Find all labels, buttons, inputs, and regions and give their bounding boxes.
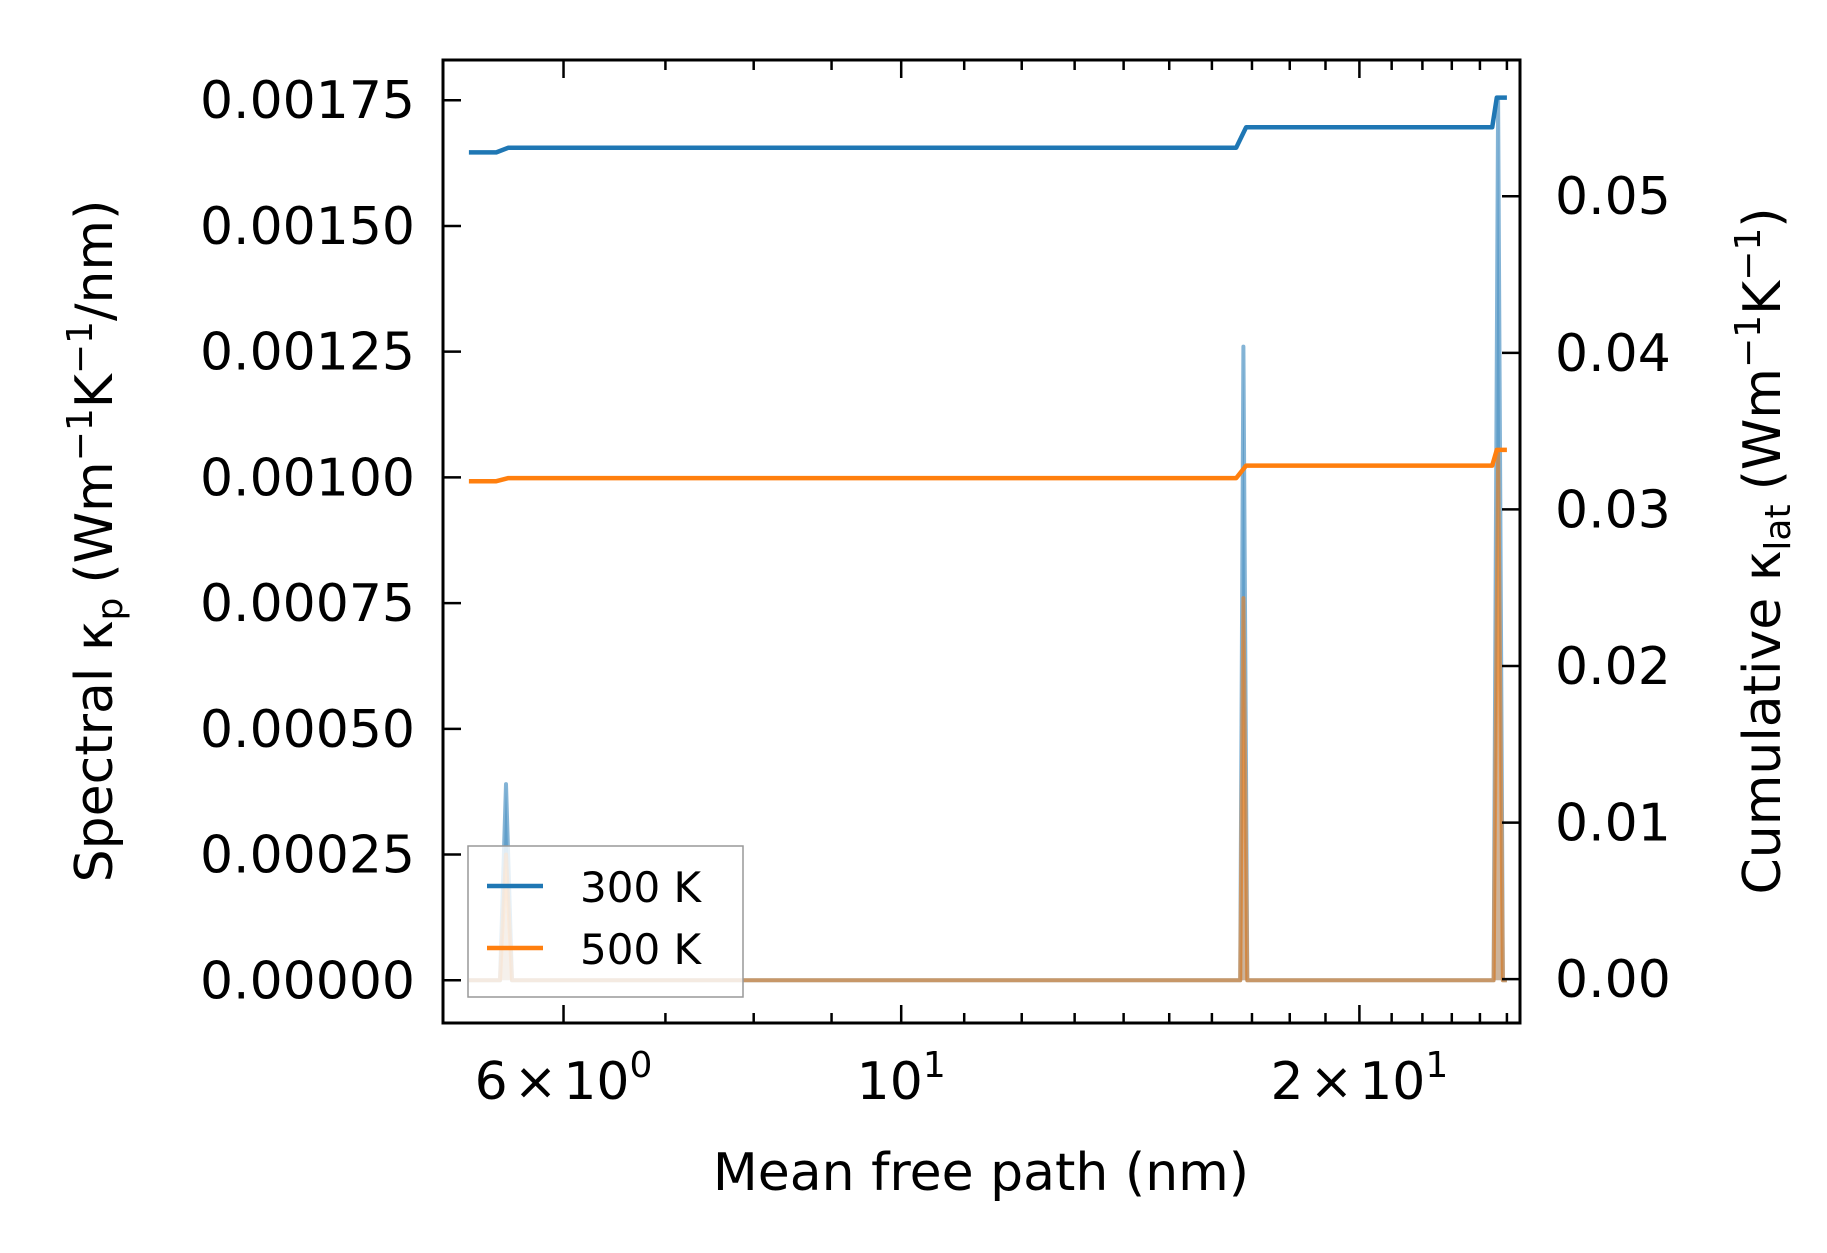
cumulative-line-500k	[468, 447, 1507, 484]
right-y-tick-label: 0.05	[1555, 167, 1671, 227]
left-y-tick-label: 0.00075	[200, 574, 415, 634]
right-y-tick-label: 0.00	[1555, 950, 1671, 1010]
left-y-tick-label: 0.00100	[200, 448, 415, 508]
right-y-tick-label: 0.03	[1555, 480, 1671, 540]
x-tick-label: 101	[857, 1045, 946, 1112]
left-y-axis-label: Spectral κp(Wm−1K−1/nm)	[60, 200, 131, 883]
left-y-tick-label: 0.00000	[200, 951, 415, 1011]
legend-box	[467, 845, 744, 998]
cumulative-series-layer	[468, 95, 1507, 484]
x-axis-ticks: 6 × 100 101 2 × 101	[441, 60, 1509, 1112]
x-axis-label: Mean free path (nm)	[713, 1143, 1249, 1203]
x-tick-label: 6 × 100	[475, 1045, 653, 1112]
left-y-tick-label: 0.00150	[200, 197, 415, 257]
x-tick-label: 2 × 101	[1271, 1045, 1449, 1112]
left-y-axis-ticks: 0.00000 0.00025 0.00050 0.00075 0.00100 0.001…	[200, 71, 461, 1011]
right-y-tick-label: 0.04	[1555, 324, 1671, 384]
left-y-tick-label: 0.00050	[200, 700, 415, 760]
right-y-tick-label: 0.01	[1555, 794, 1671, 854]
plot-frame	[441, 58, 1522, 1025]
legend-label-500k: 500 K	[580, 925, 703, 974]
right-y-axis-label: Cumulative κlat(Wm−1K−1)	[1728, 207, 1799, 894]
left-y-tick-label: 0.00025	[200, 826, 415, 886]
right-y-tick-label: 0.02	[1555, 637, 1671, 697]
left-y-tick-label: 0.00125	[200, 323, 415, 383]
left-y-tick-label: 0.00175	[200, 71, 415, 131]
legend-label-300k: 300 K	[580, 863, 703, 912]
legend: 300 K 500 K	[467, 845, 744, 998]
cumulative-line-300k	[468, 95, 1507, 155]
right-y-axis-ticks: 0.00 0.01 0.02 0.03 0.04 0.05	[1502, 167, 1671, 1010]
